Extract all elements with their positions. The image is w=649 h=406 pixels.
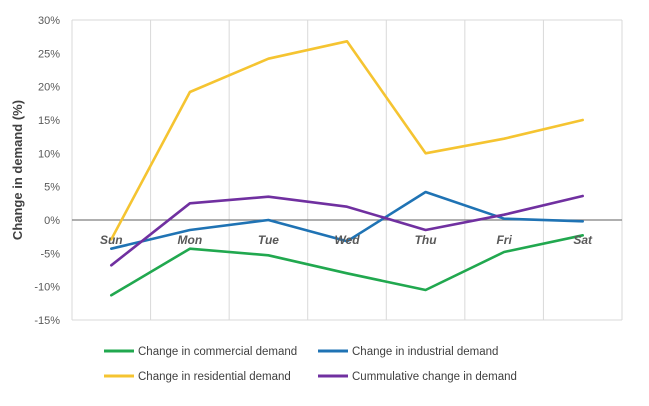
y-tick-label: -10%	[34, 282, 60, 294]
x-tick-label: Fri	[496, 233, 512, 247]
series-line-2	[110, 190, 585, 250]
x-tick-label: Sun	[100, 233, 123, 247]
legend: Change in commercial demand Change in ind…	[104, 346, 517, 383]
y-tick-label: 15%	[38, 115, 60, 127]
y-tick-label: -15%	[34, 315, 60, 327]
x-tick-label: Mon	[178, 233, 203, 247]
legend-label: Change in residential demand	[138, 371, 291, 383]
legend-label: Change in commercial demand	[138, 346, 297, 358]
y-tick-label: -5%	[40, 248, 60, 260]
y-tick-label: 5%	[44, 182, 60, 194]
x-tick-label: Tue	[258, 233, 279, 247]
legend-label: Cummulative change in demand	[352, 371, 517, 383]
legend-item: Cummulative change in demand	[318, 371, 517, 383]
legend-label: Change in industrial demand	[352, 346, 498, 358]
series-layer	[110, 39, 585, 297]
series-line-1	[110, 234, 585, 297]
x-tick-label: Sat	[573, 233, 593, 247]
axis-layer: -15% -10% -5% 0% 5% 10% 15% 20% 25% 30%	[34, 15, 622, 327]
y-axis-title: Change in demand (%)	[10, 100, 25, 240]
series-line-4	[110, 194, 585, 267]
series-line-3	[110, 39, 585, 241]
x-tick-label: Thu	[415, 233, 438, 247]
grid-layer	[71, 19, 623, 321]
y-tick-label: 20%	[38, 82, 60, 94]
y-tick-label: 25%	[38, 48, 60, 60]
x-tick-label: Wed	[334, 233, 360, 247]
y-tick-label: 30%	[38, 15, 60, 27]
category-labels: Sun Mon Tue Wed Thu Fri Sat	[100, 233, 593, 247]
legend-item: Change in industrial demand	[318, 346, 498, 358]
y-tick-label: 0%	[44, 215, 60, 227]
legend-item: Change in commercial demand	[104, 346, 297, 358]
legend-item: Change in residential demand	[104, 371, 291, 383]
y-tick-label: 10%	[38, 148, 60, 160]
